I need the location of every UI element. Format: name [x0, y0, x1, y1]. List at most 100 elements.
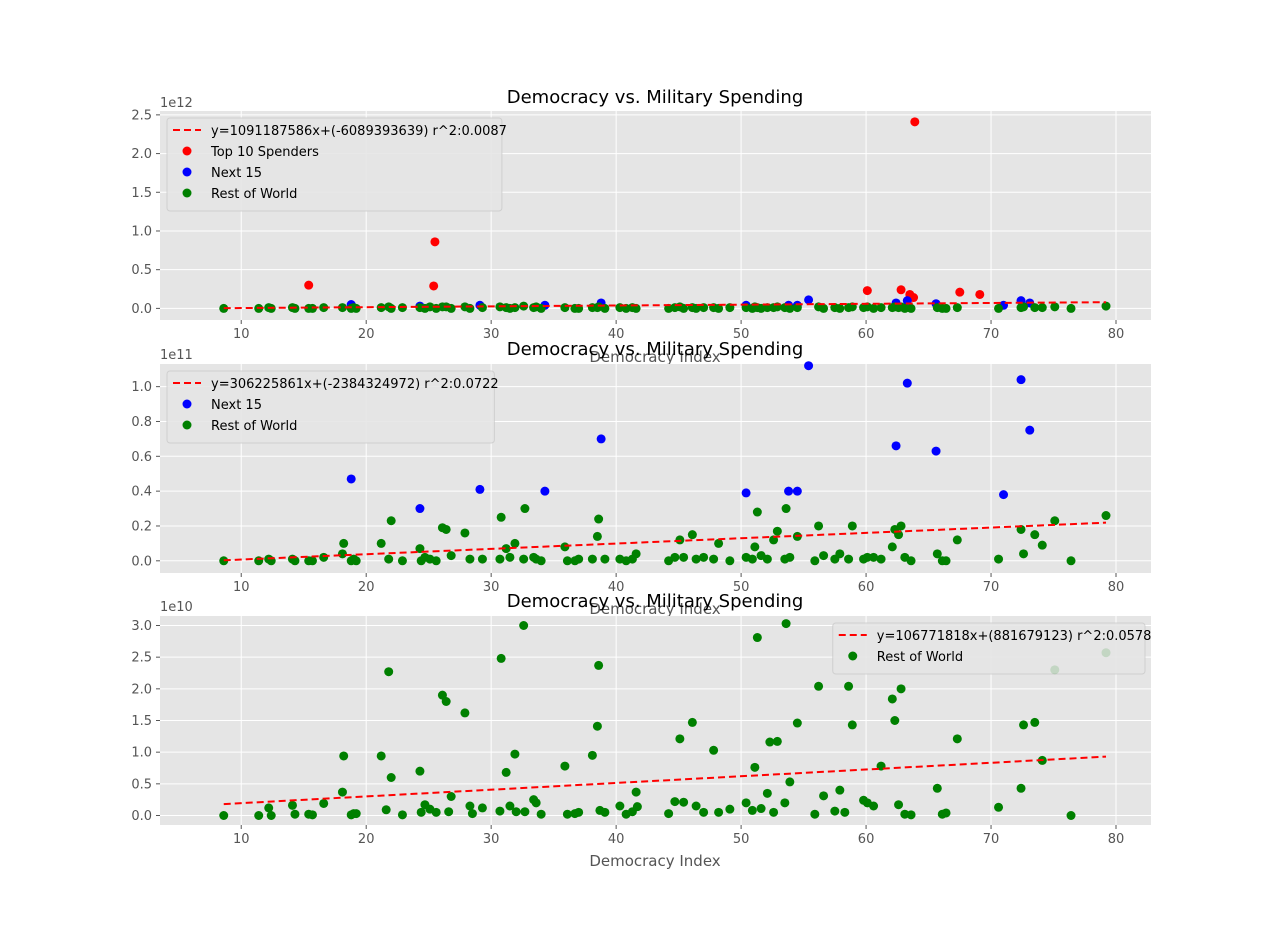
x-tick-label: 20 [358, 580, 375, 595]
legend-box [832, 622, 1146, 675]
data-point [592, 531, 602, 541]
data-point [600, 554, 610, 564]
data-point [792, 303, 802, 313]
legend-dot-marker [182, 399, 192, 409]
data-point [725, 556, 735, 566]
data-point [810, 556, 820, 566]
data-point [756, 804, 766, 814]
data-point [460, 708, 470, 718]
data-point [687, 717, 697, 727]
data-point [747, 805, 757, 815]
legend-label: y=1091187586x+(-6089393639) r^2:0.0087 [211, 124, 507, 139]
y-tick-label: 0.5 [131, 263, 152, 278]
x-tick-label: 60 [858, 327, 875, 342]
data-point [1030, 530, 1040, 540]
y-tick-label: 0.4 [131, 485, 152, 500]
data-point [747, 554, 757, 564]
data-point [819, 303, 829, 313]
data-point [679, 797, 689, 807]
data-point [762, 554, 772, 564]
data-point [896, 521, 906, 531]
y-tick-label: 0.0 [131, 302, 152, 317]
legend-label: Next 15 [211, 166, 262, 181]
data-point [931, 446, 941, 456]
legend: y=1091187586x+(-6089393639) r^2:0.0087 To… [166, 117, 507, 212]
data-point [429, 281, 439, 291]
data-point [431, 807, 441, 817]
data-point [941, 303, 951, 313]
y-tick-label: 1.5 [131, 186, 152, 201]
data-point [615, 801, 625, 811]
x-tick-label: 20 [358, 327, 375, 342]
data-point [1030, 303, 1040, 313]
x-tick-label: 40 [608, 580, 625, 595]
series-rest-of-world [219, 619, 1111, 820]
data-point [1066, 811, 1076, 820]
data-point [906, 303, 916, 313]
data-point [520, 807, 530, 817]
data-point [876, 554, 886, 564]
data-point [446, 303, 456, 313]
data-point [741, 488, 751, 498]
data-point [587, 554, 597, 564]
data-point [762, 788, 772, 798]
x-tick-label: 60 [858, 832, 875, 847]
data-point [319, 798, 329, 808]
legend-label: y=106771818x+(881679123) r^2:0.0578 [877, 629, 1152, 644]
data-point [1025, 425, 1035, 435]
data-point [847, 720, 857, 730]
data-point [219, 811, 229, 820]
legend-label: Rest of World [211, 187, 297, 202]
y-tick-label: 1.5 [131, 714, 152, 729]
data-point [495, 554, 505, 564]
data-point [540, 486, 550, 496]
data-point [896, 684, 906, 694]
data-point [376, 751, 386, 761]
data-point [844, 681, 854, 691]
y-tick-label: 1.0 [131, 380, 152, 395]
data-point [906, 810, 916, 820]
data-point [594, 660, 604, 670]
data-point [804, 361, 814, 371]
data-point [574, 554, 584, 564]
data-point [891, 441, 901, 451]
data-point [351, 809, 361, 819]
data-point [1037, 540, 1047, 550]
data-point [632, 802, 642, 812]
data-point [339, 538, 349, 548]
data-point [510, 538, 520, 548]
data-point [869, 552, 879, 562]
data-point [337, 787, 347, 797]
data-point [441, 697, 451, 706]
data-point [819, 791, 829, 801]
data-point [952, 303, 962, 313]
x-tick-label: 50 [733, 832, 750, 847]
data-point [536, 556, 546, 566]
data-point [781, 504, 791, 514]
data-point [339, 751, 349, 761]
data-point [562, 809, 572, 819]
data-point [999, 490, 1009, 500]
data-point [941, 556, 951, 566]
y-tick-label: 1.0 [131, 224, 152, 239]
data-point [505, 552, 515, 562]
data-point [752, 633, 762, 643]
y-tick-label: 0.2 [131, 519, 152, 534]
x-tick-label: 80 [1108, 327, 1125, 342]
x-tick-label: 50 [733, 580, 750, 595]
x-axis-label: Democracy Index [589, 852, 720, 870]
data-point [519, 621, 529, 630]
data-point [495, 806, 505, 816]
data-point [510, 303, 520, 313]
data-point [844, 554, 854, 564]
legend: y=306225861x+(-2384324972) r^2:0.0722 Nex… [166, 370, 499, 444]
fit-line [223, 521, 1107, 562]
data-point [351, 556, 361, 566]
data-point [785, 552, 795, 562]
x-tick-label: 70 [983, 327, 1000, 342]
x-tick-label: 80 [1108, 580, 1125, 595]
data-point [384, 667, 394, 677]
data-point [287, 800, 297, 810]
data-point [709, 745, 719, 755]
data-point [932, 783, 942, 793]
